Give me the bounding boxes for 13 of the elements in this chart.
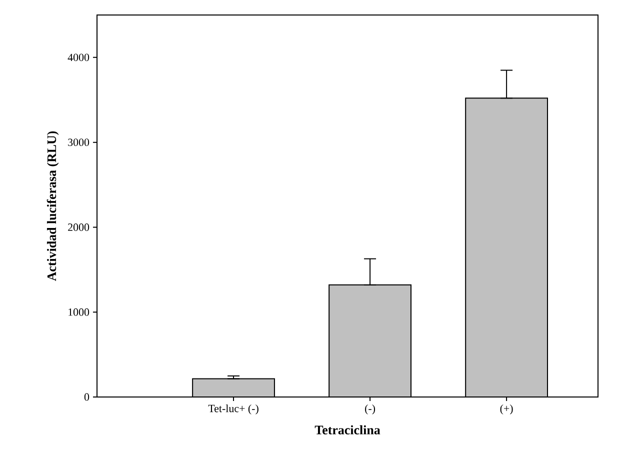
y-tick-label: 1000 xyxy=(68,308,90,316)
x-tick-label: (-) xyxy=(365,404,376,414)
y-tick-label: 3000 xyxy=(68,138,90,146)
bar xyxy=(328,284,412,397)
y-axis-title: Actividad luciferasa (RLU) xyxy=(46,131,59,282)
y-tick-label: 0 xyxy=(84,393,90,401)
x-tick-label: Tet-luc+ (-) xyxy=(208,404,258,414)
bar xyxy=(465,98,548,397)
y-tick-label: 2000 xyxy=(68,224,90,231)
x-tick-label: (+) xyxy=(500,404,513,414)
y-tick-label: 4000 xyxy=(68,54,90,62)
x-axis-title: Tetraciclina xyxy=(314,425,380,434)
bar xyxy=(192,378,275,397)
